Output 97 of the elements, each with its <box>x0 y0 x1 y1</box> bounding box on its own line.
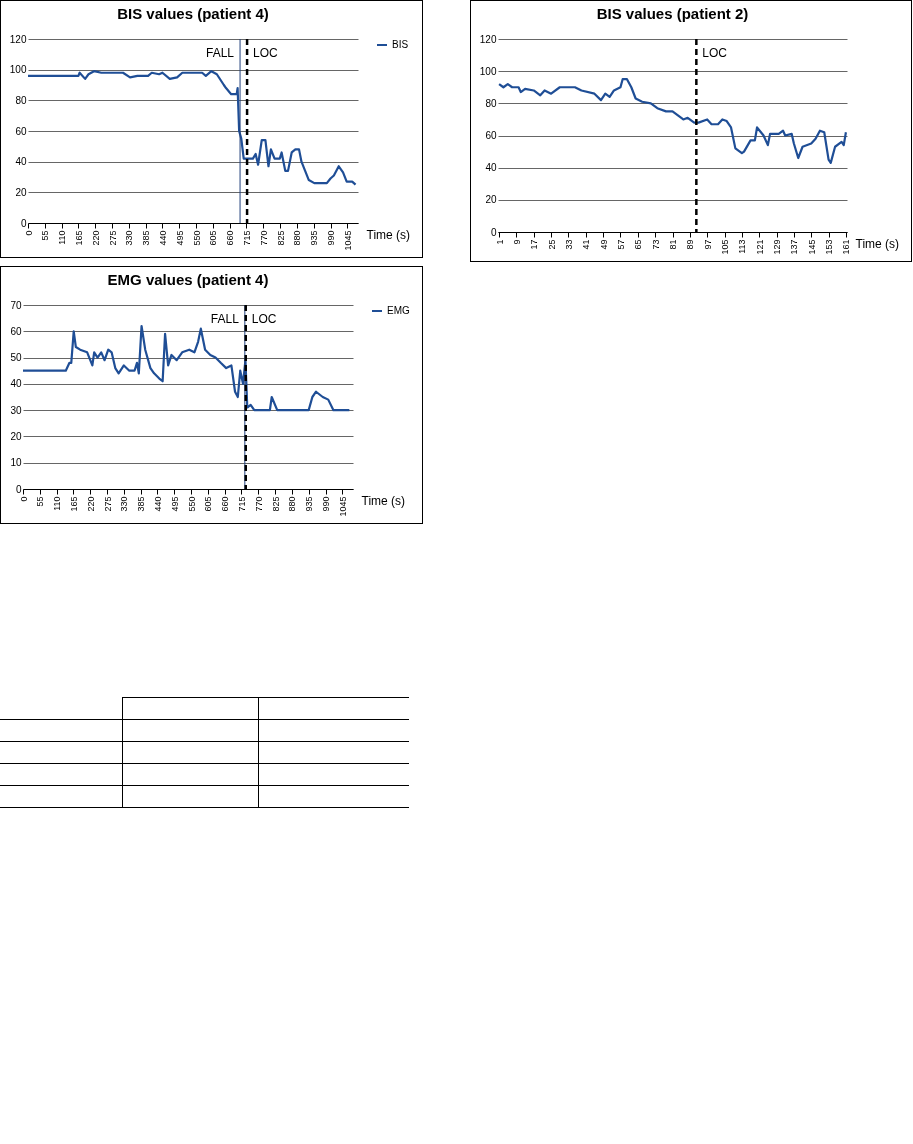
y-tick-label: 30 <box>10 404 22 416</box>
x-tick-label: 73 <box>650 239 661 250</box>
x-tick-label: 330 <box>124 230 135 246</box>
x-tick-label: 935 <box>309 230 320 246</box>
x-tick-label: 25 <box>546 239 557 250</box>
legend-label: BIS <box>392 39 409 50</box>
ref-line-label: LOC <box>253 46 279 60</box>
x-tick-label: 660 <box>225 230 236 246</box>
x-tick-label: 990 <box>326 230 336 246</box>
x-tick-label: 55 <box>35 496 46 507</box>
x-tick-label: 57 <box>615 239 626 250</box>
y-tick-label: 20 <box>15 186 27 198</box>
line-series <box>26 70 357 186</box>
x-tick-label: 385 <box>136 496 147 512</box>
x-tick-label: 65 <box>633 239 644 250</box>
x-tick-label: 605 <box>208 230 219 246</box>
x-tick-label: 495 <box>169 496 180 512</box>
x-tick-label: 440 <box>157 230 168 246</box>
chart-title: EMG values (patient 4) <box>107 271 269 288</box>
x-tick-label: 33 <box>563 239 574 250</box>
x-tick-label: 880 <box>287 496 298 512</box>
x-tick-label: 825 <box>275 230 286 246</box>
y-tick-label: 80 <box>485 97 497 109</box>
x-tick-label: 935 <box>304 496 315 512</box>
y-tick-label: 70 <box>10 299 22 311</box>
x-axis-title: Time (s) <box>855 236 900 251</box>
x-tick-label: 97 <box>702 239 713 250</box>
x-tick-label: 165 <box>68 496 79 512</box>
x-tick-label: 17 <box>529 239 540 250</box>
x-tick-label: 550 <box>191 230 202 246</box>
x-tick-label: 550 <box>186 496 197 512</box>
x-tick-label: 330 <box>119 496 130 512</box>
y-tick-label: 40 <box>10 378 22 390</box>
y-tick-label: 40 <box>485 162 497 174</box>
x-tick-label: 825 <box>270 496 281 512</box>
x-tick-label: 145 <box>806 239 817 255</box>
y-tick-label: 20 <box>10 430 22 442</box>
x-tick-label: 1045 <box>342 230 353 251</box>
x-tick-label: 49 <box>598 239 609 250</box>
x-tick-label: 89 <box>685 239 696 250</box>
y-tick-label: 80 <box>15 94 27 106</box>
x-tick-label: 220 <box>90 230 101 246</box>
x-tick-label: 41 <box>581 239 592 250</box>
x-tick-label: 605 <box>203 496 214 512</box>
x-tick-label: 770 <box>253 496 264 512</box>
x-tick-label: 81 <box>668 239 678 250</box>
x-tick-label: 880 <box>292 230 303 246</box>
x-tick-label: 55 <box>40 230 51 241</box>
y-tick-label: 40 <box>15 156 27 168</box>
x-tick-label: 137 <box>789 239 800 255</box>
line-series <box>21 324 351 412</box>
x-tick-label: 990 <box>321 496 331 512</box>
x-tick-label: 105 <box>720 239 731 255</box>
x-tick-label: 275 <box>107 230 118 246</box>
x-tick-label: 660 <box>220 496 231 512</box>
legend-label: EMG <box>387 305 410 316</box>
x-tick-label: 110 <box>52 496 63 511</box>
chart-title: BIS values (patient 2) <box>596 5 749 22</box>
x-tick-label: 165 <box>73 230 84 246</box>
y-tick-label: 120 <box>9 33 27 45</box>
ref-line-label: LOC <box>702 46 728 60</box>
x-tick-label: 715 <box>241 230 252 246</box>
ref-line-label: LOC <box>251 312 277 326</box>
ref-line-label: FALL <box>206 46 235 60</box>
ref-line-label: FALL <box>210 312 240 326</box>
x-tick-label: 129 <box>772 239 783 255</box>
x-tick-label: 220 <box>85 496 96 512</box>
line-series <box>497 78 848 164</box>
x-tick-label: 153 <box>824 239 835 255</box>
x-tick-label: 0 <box>23 230 34 236</box>
x-tick-label: 440 <box>152 496 163 512</box>
x-tick-label: 385 <box>141 230 152 246</box>
x-tick-label: 275 <box>102 496 113 512</box>
x-tick-label: 495 <box>174 230 185 246</box>
x-tick-label: 770 <box>258 230 269 246</box>
x-tick-label: 715 <box>236 496 247 512</box>
y-tick-label: 0 <box>20 217 27 229</box>
x-axis-title: Time (s) <box>366 227 411 242</box>
y-tick-label: 60 <box>15 125 27 137</box>
y-tick-label: 10 <box>10 457 22 469</box>
x-tick-label: 110 <box>57 230 68 245</box>
x-tick-label: 9 <box>511 239 522 245</box>
x-tick-label: 113 <box>737 239 748 254</box>
y-tick-label: 20 <box>485 194 497 206</box>
y-tick-label: 100 <box>479 65 497 77</box>
x-tick-label: 161 <box>841 239 852 255</box>
y-tick-label: 60 <box>10 325 22 337</box>
chart-title: BIS values (patient 4) <box>117 5 269 22</box>
y-tick-label: 120 <box>479 33 497 45</box>
x-tick-label: 121 <box>754 239 765 255</box>
x-axis-title: Time (s) <box>361 493 406 508</box>
y-tick-label: 50 <box>10 352 22 364</box>
y-tick-label: 60 <box>485 130 497 141</box>
y-tick-label: 100 <box>9 64 27 76</box>
x-tick-label: 1045 <box>337 496 348 517</box>
y-tick-label: 0 <box>15 483 22 495</box>
x-tick-label: 1 <box>494 239 505 245</box>
